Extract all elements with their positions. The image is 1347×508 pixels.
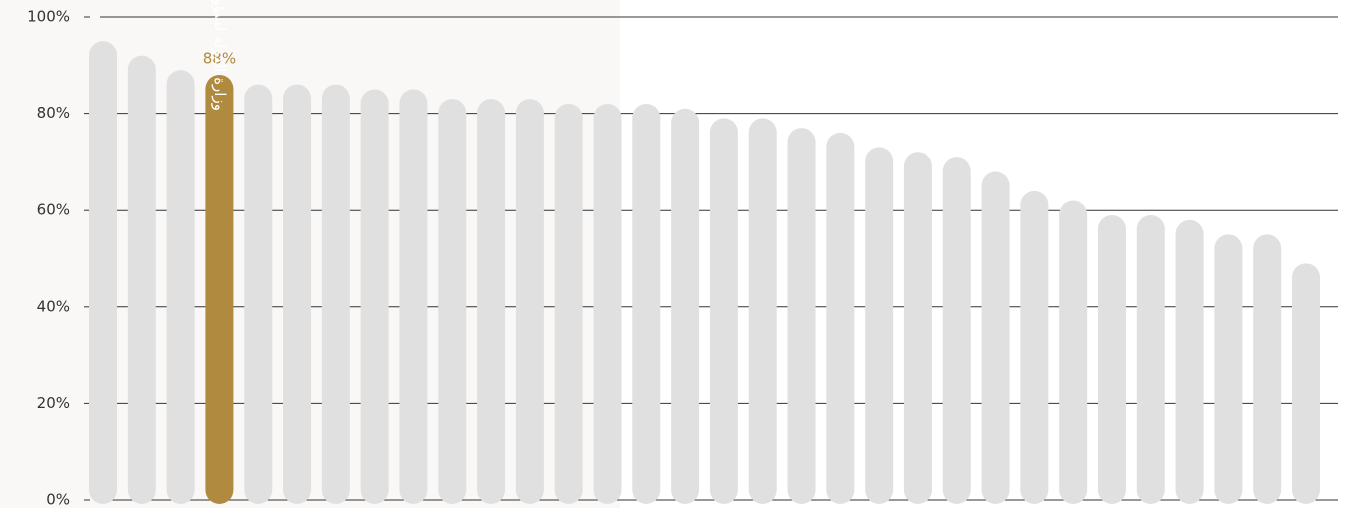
bar xyxy=(1136,215,1165,504)
y-tick-label: 60% xyxy=(37,201,70,219)
bar xyxy=(1059,200,1088,505)
bar xyxy=(244,84,273,505)
bar xyxy=(981,171,1010,504)
bar xyxy=(593,103,622,504)
bar xyxy=(283,84,312,505)
bar xyxy=(632,103,661,504)
bar xyxy=(1097,215,1126,504)
bar xyxy=(515,99,544,505)
bar xyxy=(438,99,467,505)
bar xyxy=(1253,234,1282,504)
value-label: 88% xyxy=(203,49,236,67)
bar xyxy=(477,99,506,505)
bar xyxy=(865,147,894,504)
y-tick-label: 40% xyxy=(37,297,70,315)
y-tick-label: 0% xyxy=(46,491,70,508)
bar xyxy=(1175,219,1204,505)
bar xyxy=(554,103,583,504)
bar xyxy=(903,152,932,505)
bar xyxy=(748,118,777,505)
y-tick-label: 80% xyxy=(37,104,70,122)
bar xyxy=(1214,234,1243,504)
bar xyxy=(942,157,971,504)
bar xyxy=(166,70,195,504)
bar xyxy=(127,55,156,504)
bar xyxy=(1292,263,1320,504)
category-label: وزارة الدولة لشؤون المجلس الوطني الاتحاد… xyxy=(210,0,229,111)
bar xyxy=(360,89,389,504)
bar xyxy=(709,118,738,505)
bar xyxy=(89,41,117,505)
bar xyxy=(1020,190,1049,504)
y-tick-label: 100% xyxy=(27,8,70,26)
bar xyxy=(321,84,350,505)
bar xyxy=(399,89,428,504)
bar xyxy=(671,108,700,505)
bar xyxy=(787,128,816,504)
bar xyxy=(205,74,234,505)
bar xyxy=(826,132,855,505)
y-tick-label: 20% xyxy=(37,394,70,412)
